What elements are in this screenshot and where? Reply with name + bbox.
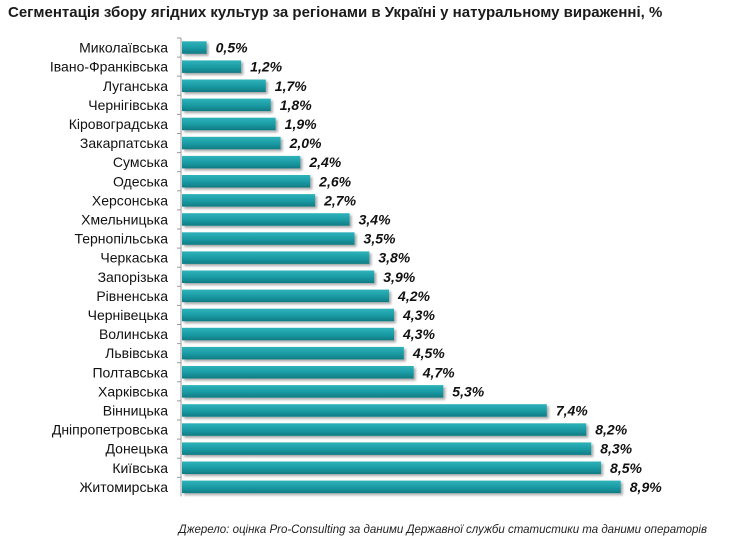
category-label: Запорізька (98, 269, 169, 285)
data-label: 4,2% (397, 288, 430, 304)
bar (182, 155, 301, 169)
data-label: 3,8% (378, 250, 410, 266)
category-label: Тернопільська (74, 231, 168, 247)
bar (182, 117, 276, 131)
data-label: 7,4% (556, 402, 588, 418)
category-label: Херсонська (92, 192, 168, 208)
data-label: 5,3% (452, 383, 484, 399)
category-label: Луганська (103, 78, 168, 94)
data-label: 1,9% (285, 116, 317, 132)
bar (182, 461, 602, 474)
bar (182, 289, 390, 303)
category-label: Закарпатська (80, 135, 168, 151)
bar (182, 385, 444, 398)
data-label: 3,5% (364, 231, 396, 247)
data-label: 4,3% (402, 326, 435, 342)
data-label: 1,7% (275, 78, 307, 94)
category-label: Київська (112, 460, 168, 476)
category-label: Рівненська (96, 288, 168, 304)
data-label: 1,8% (280, 97, 312, 113)
data-label: 2,7% (323, 192, 356, 208)
category-label: Кіровоградська (69, 116, 168, 132)
category-label: Черкаська (100, 250, 168, 266)
bar (182, 136, 281, 150)
bar (182, 41, 207, 54)
category-label: Чернівецька (88, 307, 169, 323)
bar (182, 251, 370, 264)
data-label: 2,0% (289, 135, 322, 151)
bar (182, 79, 266, 92)
category-label: Житомирська (79, 479, 168, 495)
data-label: 8,5% (610, 460, 642, 476)
chart-title: Сегментація збору ягідних культур за рег… (8, 4, 663, 21)
bar (182, 270, 375, 283)
data-label: 8,2% (595, 422, 627, 438)
category-label: Харківська (98, 383, 168, 399)
data-label: 4,3% (402, 307, 435, 323)
bar (182, 194, 316, 207)
category-label: Донецька (106, 441, 169, 457)
category-label: Чернігівська (88, 97, 168, 113)
category-label: Полтавська (92, 364, 168, 380)
data-label: 0,5% (216, 40, 248, 56)
category-label: Львівська (105, 345, 168, 361)
bar (182, 308, 394, 322)
bar (182, 442, 592, 455)
data-label: 3,9% (383, 269, 415, 285)
category-label: Сумська (113, 154, 168, 170)
bar (182, 213, 350, 226)
bar (182, 423, 587, 436)
bar (182, 366, 414, 379)
data-label: 2,4% (308, 154, 341, 170)
category-label: Івано-Франківська (50, 59, 168, 75)
category-label: Дніпропетровська (52, 422, 168, 438)
data-label: 8,3% (600, 441, 632, 457)
category-label: Хмельницька (81, 211, 168, 227)
bar (182, 60, 242, 73)
bar (182, 98, 271, 112)
category-label: Миколаївська (79, 40, 168, 56)
category-label: Волинська (99, 326, 168, 342)
bar-chart: Миколаївська 0,5% Івано-Франківська 1,2% Луг… (50, 37, 662, 497)
data-label: 4,5% (412, 345, 445, 361)
data-label: 1,2% (250, 59, 282, 75)
category-label: Одеська (113, 173, 168, 189)
source-note: Джерело: оцінка Pro-Consulting за даними… (178, 524, 707, 536)
data-label: 8,9% (630, 479, 662, 495)
bar (182, 327, 394, 341)
category-label: Вінницька (103, 402, 168, 418)
bar (182, 175, 311, 188)
bar (182, 232, 355, 245)
data-label: 3,4% (359, 211, 391, 227)
bar (182, 480, 621, 494)
bar (182, 346, 404, 360)
data-label: 2,6% (318, 173, 351, 189)
data-label: 4,7% (422, 364, 455, 380)
bar (182, 404, 547, 417)
